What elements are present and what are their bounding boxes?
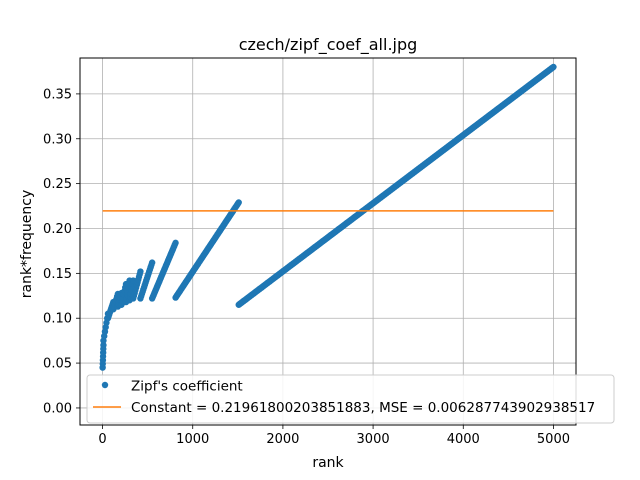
x-axis-label: rank bbox=[312, 455, 344, 471]
y-tick-label: 0.00 bbox=[43, 401, 72, 416]
y-tick-label: 0.35 bbox=[43, 87, 72, 102]
x-tick-label: 3000 bbox=[357, 432, 390, 447]
legend: Zipf's coefficient Constant = 0.21961800… bbox=[86, 374, 615, 424]
y-tick-label: 0.05 bbox=[43, 357, 72, 372]
x-axis: 0 1000 2000 3000 4000 5000 bbox=[98, 425, 570, 447]
legend-marker-zipf bbox=[101, 381, 109, 389]
x-tick-label: 5000 bbox=[537, 432, 570, 447]
legend-label-constant: Constant = 0.21961800203851883, MSE = 0.… bbox=[131, 400, 595, 416]
plot-area bbox=[99, 63, 557, 371]
zipf-point bbox=[148, 259, 156, 266]
grid-lines bbox=[80, 58, 576, 425]
axes-frame bbox=[79, 57, 577, 426]
series-zipf-points bbox=[99, 63, 557, 371]
zipf-point bbox=[137, 268, 144, 275]
zipf-point bbox=[100, 341, 107, 349]
legend-label-zipf: Zipf's coefficient bbox=[131, 379, 243, 395]
zipf-point bbox=[235, 199, 242, 206]
x-tick-label: 0 bbox=[98, 432, 106, 447]
y-axis-label: rank*frequency bbox=[19, 190, 35, 299]
x-tick-label: 2000 bbox=[266, 432, 299, 447]
chart-title: czech/zipf_coef_all.jpg bbox=[239, 35, 418, 55]
x-tick-label: 1000 bbox=[176, 432, 209, 447]
y-tick-label: 0.10 bbox=[43, 312, 72, 327]
y-tick-label: 0.25 bbox=[43, 177, 72, 192]
y-axis: 0.00 0.05 0.10 0.15 0.20 0.25 0.30 0.35 bbox=[43, 87, 80, 416]
y-tick-label: 0.15 bbox=[43, 267, 72, 282]
legend-box bbox=[86, 374, 615, 424]
x-tick-label: 4000 bbox=[447, 432, 480, 447]
zipf-point bbox=[550, 63, 557, 71]
zipf-point bbox=[172, 239, 179, 247]
y-tick-label: 0.30 bbox=[43, 132, 72, 147]
y-tick-label: 0.20 bbox=[43, 222, 72, 237]
